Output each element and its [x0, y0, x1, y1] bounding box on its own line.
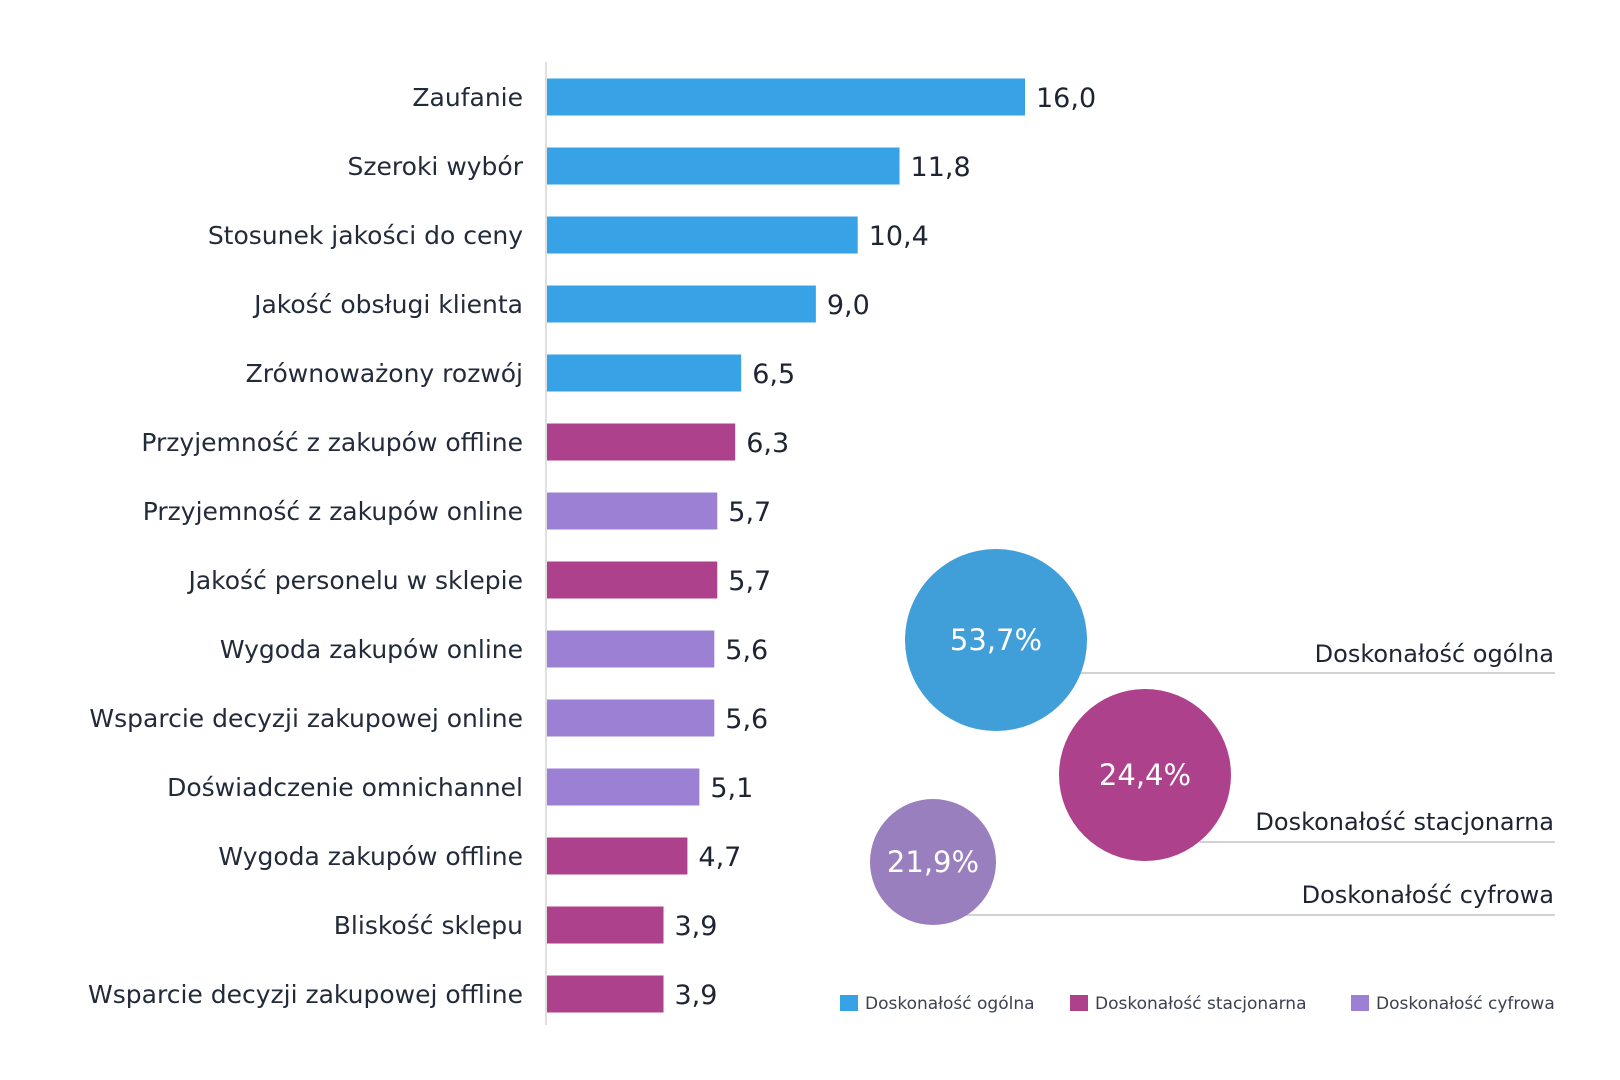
bar-row: Jakość personelu w sklepie 5,7 [186, 561, 771, 599]
category-label: Wsparcie decyzji zakupowej online [89, 704, 523, 733]
bar [547, 354, 742, 392]
bar-row: Wsparcie decyzji zakupowej offline 3,9 [88, 975, 718, 1013]
category-label: Wygoda zakupów online [220, 635, 523, 664]
bar [547, 78, 1025, 116]
value-label: 5,7 [728, 566, 771, 597]
value-label: 3,9 [675, 980, 718, 1011]
bubble-value-label: 53,7% [950, 623, 1042, 657]
value-label: 4,7 [698, 842, 741, 873]
bars-layer: Zaufanie 16,0 Szeroki wybór 11,8 Stosunek ja… [88, 78, 1096, 1013]
bar [547, 975, 664, 1013]
legend-item: Doskonałość cyfrowa [1351, 994, 1555, 1014]
bar [547, 147, 900, 185]
category-label: Przyjemność z zakupów offline [141, 428, 523, 457]
value-label: 6,3 [746, 428, 789, 459]
bar [547, 216, 858, 254]
bar [547, 630, 715, 668]
bar [547, 561, 718, 599]
bubble-group: 53,7% Doskonałość ogólna [905, 549, 1555, 731]
bubble-name-label: Doskonałość ogólna [1315, 640, 1554, 668]
category-label: Bliskość sklepu [334, 911, 523, 940]
legend-swatch [840, 995, 858, 1011]
legend-label: Doskonałość cyfrowa [1376, 994, 1555, 1014]
bar-row: Jakość obsługi klienta 9,0 [252, 285, 870, 323]
value-label: 5,6 [725, 704, 768, 735]
category-label: Jakość personelu w sklepie [186, 566, 523, 595]
bar-row: Wygoda zakupów online 5,6 [220, 630, 768, 668]
bar-row: Doświadczenie omnichannel 5,1 [167, 768, 753, 806]
bubbles-layer: 53,7% Doskonałość ogólna 24,4% Doskonałość … [870, 549, 1555, 925]
bubble-group: 21,9% Doskonałość cyfrowa [870, 799, 1555, 925]
bar [547, 768, 700, 806]
bar-row: Stosunek jakości do ceny 10,4 [208, 216, 929, 254]
category-label: Wsparcie decyzji zakupowej offline [88, 980, 523, 1009]
category-label: Wygoda zakupów offline [218, 842, 523, 871]
bar [547, 906, 664, 944]
category-label: Doświadczenie omnichannel [167, 773, 523, 802]
value-label: 10,4 [869, 221, 929, 252]
bar-row: Bliskość sklepu 3,9 [334, 906, 718, 944]
legend: Doskonałość ogólna Doskonałość stacjonarn… [840, 994, 1555, 1014]
bubble-value-label: 24,4% [1099, 758, 1191, 792]
bar-row: Zrównoważony rozwój 6,5 [246, 354, 795, 392]
category-label: Stosunek jakości do ceny [208, 221, 523, 250]
bar-row: Wsparcie decyzji zakupowej online 5,6 [89, 699, 768, 737]
legend-label: Doskonałość stacjonarna [1095, 994, 1307, 1014]
bubble-value-label: 21,9% [887, 845, 979, 879]
bubble [1059, 689, 1231, 861]
legend-label: Doskonałość ogólna [865, 994, 1035, 1014]
bar [547, 423, 736, 461]
bar-row: Przyjemność z zakupów offline 6,3 [141, 423, 789, 461]
bar-row: Zaufanie 16,0 [412, 78, 1096, 116]
legend-item: Doskonałość stacjonarna [1070, 994, 1307, 1014]
category-label: Jakość obsługi klienta [252, 290, 523, 319]
bar-row: Wygoda zakupów offline 4,7 [218, 837, 741, 875]
bubble [905, 549, 1087, 731]
bubble-name-label: Doskonałość stacjonarna [1255, 808, 1554, 836]
bubble [870, 799, 996, 925]
value-label: 9,0 [827, 290, 870, 321]
value-label: 16,0 [1036, 83, 1096, 114]
value-label: 11,8 [911, 152, 971, 183]
value-label: 5,7 [728, 497, 771, 528]
bar [547, 285, 816, 323]
legend-item: Doskonałość ogólna [840, 994, 1035, 1014]
bubble-group: 24,4% Doskonałość stacjonarna [1059, 689, 1555, 861]
category-label: Zaufanie [412, 83, 523, 112]
bubble-name-label: Doskonałość cyfrowa [1302, 881, 1554, 909]
value-label: 6,5 [752, 359, 795, 390]
bar [547, 699, 715, 737]
category-label: Zrównoważony rozwój [246, 359, 523, 388]
value-label: 5,1 [710, 773, 753, 804]
bar-row: Szeroki wybór 11,8 [348, 147, 971, 185]
legend-swatch [1351, 995, 1369, 1011]
bar [547, 492, 718, 530]
category-label: Przyjemność z zakupów online [143, 497, 523, 526]
bar-row: Przyjemność z zakupów online 5,7 [143, 492, 771, 530]
value-label: 5,6 [725, 635, 768, 666]
legend-swatch [1070, 995, 1088, 1011]
value-label: 3,9 [675, 911, 718, 942]
category-label: Szeroki wybór [348, 152, 524, 181]
bar [547, 837, 688, 875]
